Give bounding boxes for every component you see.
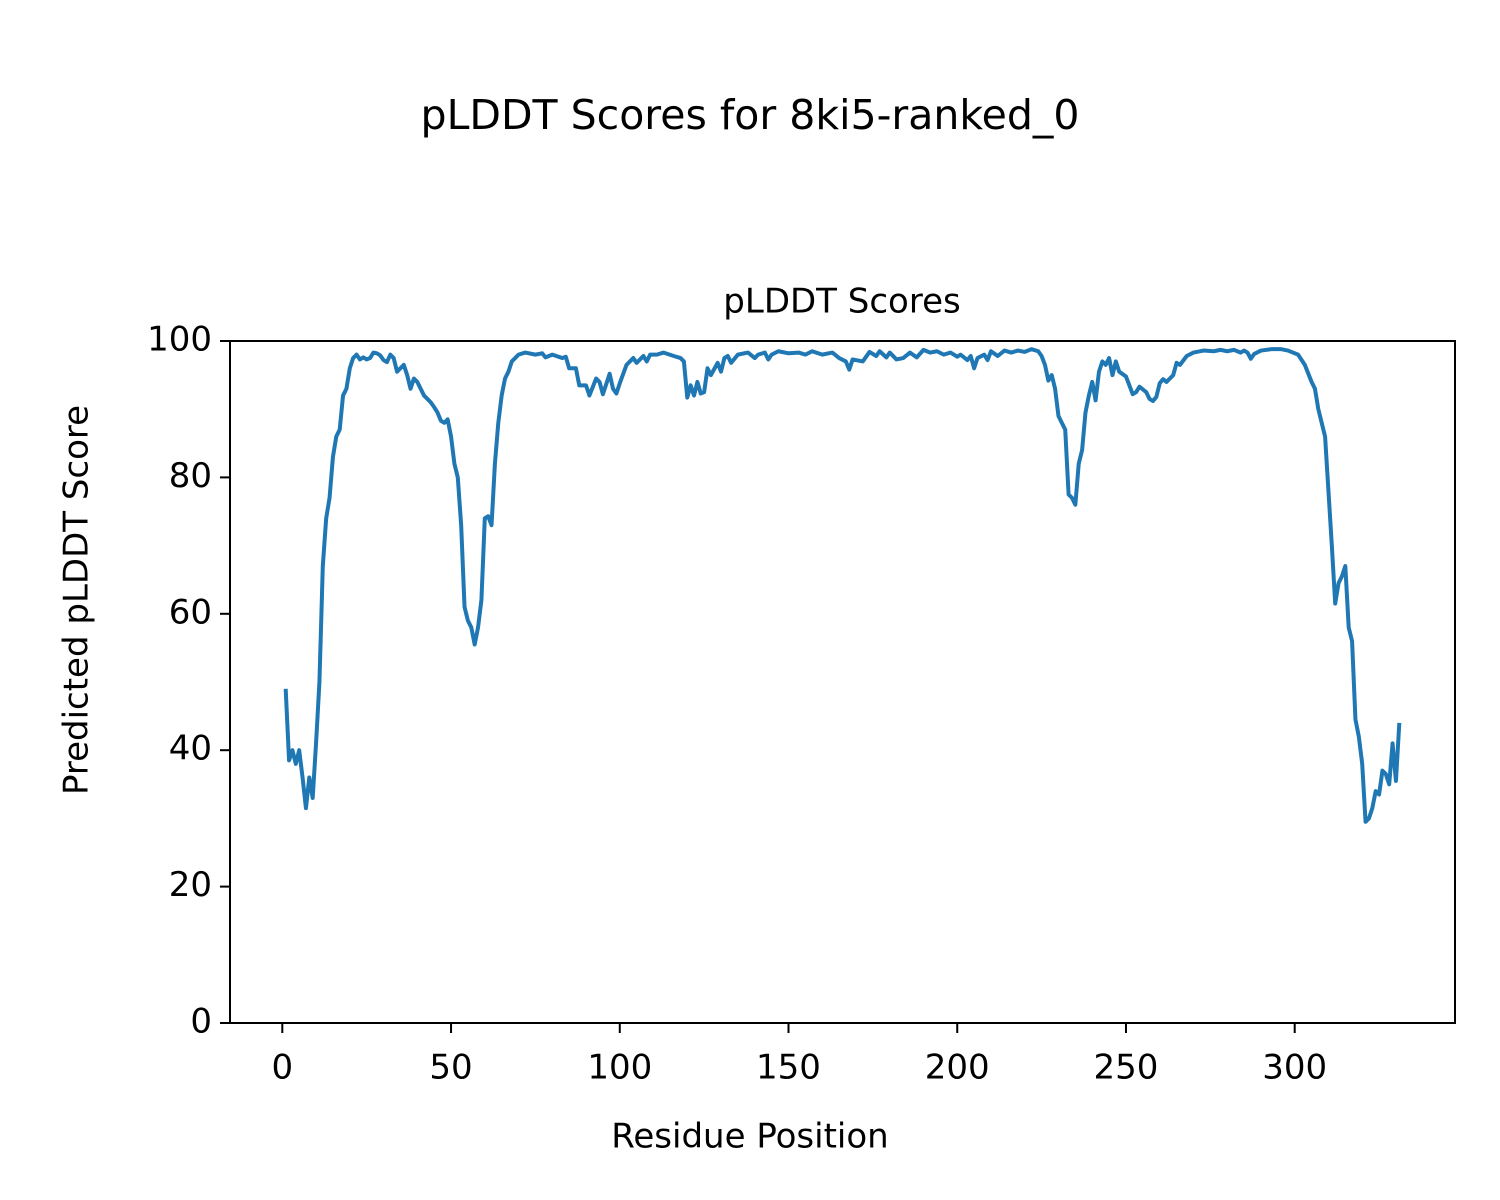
x-tick-label: 250	[1094, 1048, 1159, 1088]
y-tick-label: 60	[169, 592, 212, 632]
chart-title: pLDDT Scores for 8ki5-ranked_0	[421, 91, 1080, 139]
y-tick-label: 0	[190, 1002, 212, 1042]
axes-frame	[229, 340, 1456, 1024]
x-axis-label: Residue Position	[611, 1117, 888, 1157]
y-tick-label: 20	[169, 865, 212, 905]
x-tick-label: 0	[271, 1048, 293, 1088]
x-tick-label: 50	[429, 1048, 472, 1088]
y-tick-label: 80	[169, 456, 212, 496]
x-tick-label: 150	[756, 1048, 821, 1088]
y-tick-label: 100	[147, 320, 212, 360]
line	[283, 347, 1402, 824]
axes-title: pLDDT Scores	[723, 282, 960, 322]
x-tick-label: 200	[925, 1048, 990, 1088]
y-tick-label: 40	[169, 729, 212, 769]
x-tick-label: 300	[1262, 1048, 1327, 1088]
y-axis-label: Predicted pLDDT Score	[57, 405, 97, 795]
x-tick-label: 100	[587, 1048, 652, 1088]
